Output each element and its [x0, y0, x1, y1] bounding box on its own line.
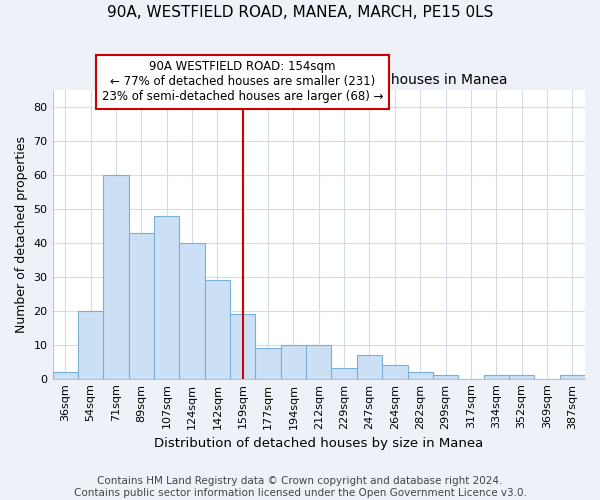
Bar: [306, 344, 331, 378]
Bar: [407, 372, 433, 378]
Bar: [256, 348, 281, 378]
Text: 90A, WESTFIELD ROAD, MANEA, MARCH, PE15 0LS: 90A, WESTFIELD ROAD, MANEA, MARCH, PE15 …: [107, 5, 493, 20]
Bar: [103, 175, 128, 378]
Bar: [357, 355, 382, 378]
Bar: [382, 365, 407, 378]
Bar: [179, 243, 205, 378]
Bar: [560, 376, 585, 378]
Bar: [78, 310, 103, 378]
Bar: [433, 376, 458, 378]
Bar: [53, 372, 78, 378]
Bar: [128, 232, 154, 378]
Bar: [154, 216, 179, 378]
Bar: [484, 376, 509, 378]
Text: Contains HM Land Registry data © Crown copyright and database right 2024.
Contai: Contains HM Land Registry data © Crown c…: [74, 476, 526, 498]
Bar: [509, 376, 534, 378]
Text: 90A WESTFIELD ROAD: 154sqm
← 77% of detached houses are smaller (231)
23% of sem: 90A WESTFIELD ROAD: 154sqm ← 77% of deta…: [102, 60, 383, 104]
Bar: [281, 344, 306, 378]
Y-axis label: Number of detached properties: Number of detached properties: [15, 136, 28, 333]
Title: Size of property relative to detached houses in Manea: Size of property relative to detached ho…: [131, 74, 507, 88]
Bar: [331, 368, 357, 378]
Bar: [230, 314, 256, 378]
Bar: [205, 280, 230, 378]
X-axis label: Distribution of detached houses by size in Manea: Distribution of detached houses by size …: [154, 437, 484, 450]
